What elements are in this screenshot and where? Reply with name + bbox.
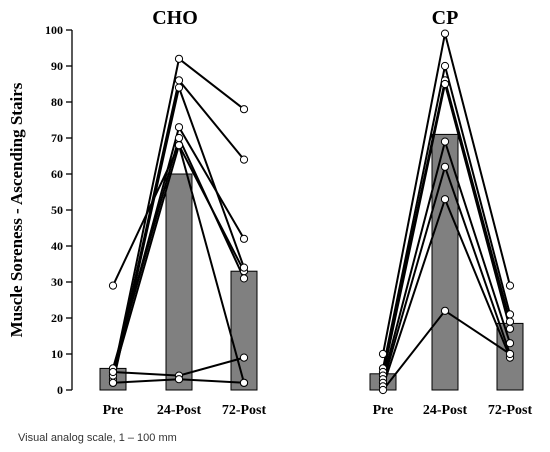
data-point xyxy=(239,378,249,387)
panel-title: CP xyxy=(432,7,459,29)
data-point xyxy=(108,378,118,387)
y-tick-label: 40 xyxy=(51,239,63,253)
data-point xyxy=(174,83,184,92)
data-point xyxy=(505,349,515,359)
panel-title: CHO xyxy=(152,7,198,29)
y-tick-label: 80 xyxy=(51,95,63,109)
y-tick-label: 70 xyxy=(51,131,63,145)
category-label: 24-Post xyxy=(157,403,202,418)
chart-caption: Visual analog scale, 1 – 100 mm xyxy=(18,432,177,444)
category-label: Pre xyxy=(373,403,394,418)
y-tick-label: 60 xyxy=(51,167,63,181)
data-point xyxy=(440,306,450,315)
data-point xyxy=(505,339,515,348)
y-axis-title: Muscle Soreness - Ascending Stairs xyxy=(7,82,26,337)
data-point xyxy=(505,324,515,333)
data-point xyxy=(108,281,118,290)
y-tick-label: 50 xyxy=(51,203,63,217)
data-point xyxy=(239,234,249,243)
muscle-soreness-chart: 0 10 20 30 40 50 60 70 80 90 100 Muscle Soreness - … xyxy=(7,7,532,418)
data-point xyxy=(108,367,118,377)
data-point xyxy=(440,195,450,204)
bars xyxy=(99,133,524,391)
data-point xyxy=(239,353,249,362)
y-tick-label: 20 xyxy=(51,311,63,325)
data-point xyxy=(505,310,515,319)
data-point xyxy=(174,54,184,63)
data-point xyxy=(440,79,450,89)
participant-points xyxy=(108,29,515,395)
data-point xyxy=(505,281,515,290)
y-tick-label: 0 xyxy=(57,383,63,397)
data-point xyxy=(174,76,184,85)
y-tick-label: 10 xyxy=(51,347,63,361)
y-tick-label: 30 xyxy=(51,275,63,289)
y-tick-label: 100 xyxy=(45,23,63,37)
bar xyxy=(165,173,193,391)
data-point xyxy=(239,274,249,283)
data-point xyxy=(174,141,184,150)
data-point xyxy=(440,162,450,171)
category-label: 72-Post xyxy=(488,403,533,418)
data-point xyxy=(440,29,450,38)
data-point xyxy=(174,123,184,132)
y-tick-label: 90 xyxy=(51,59,63,73)
data-point xyxy=(174,133,184,143)
data-point xyxy=(440,137,450,146)
chart-labels: 0 10 20 30 40 50 60 70 80 90 100 Muscle Soreness - … xyxy=(7,7,532,418)
data-point xyxy=(505,317,515,326)
data-point xyxy=(239,155,249,164)
y-axis xyxy=(66,29,73,391)
data-point xyxy=(239,263,249,272)
category-label: 72-Post xyxy=(222,403,267,418)
bar xyxy=(230,270,258,391)
data-point xyxy=(378,349,388,359)
data-point xyxy=(440,61,450,71)
data-point xyxy=(378,385,388,395)
category-label: 24-Post xyxy=(423,403,468,418)
category-label: Pre xyxy=(103,403,124,418)
data-point xyxy=(174,375,184,384)
data-point xyxy=(239,105,249,114)
